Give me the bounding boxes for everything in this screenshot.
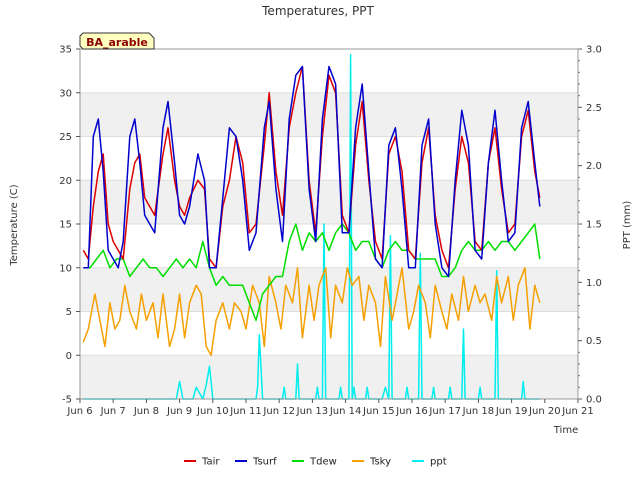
badge-label: BA_arable <box>86 36 148 49</box>
badge-box <box>79 32 155 50</box>
y-left-tick-label: 15 <box>59 220 72 231</box>
legend-label-tdew: Tdew <box>309 457 337 468</box>
series-line-tdew <box>83 223 541 322</box>
legend-label-tair: Tair <box>201 457 220 468</box>
x-tick-label: Jun 18 <box>462 406 495 417</box>
series-line-tsky <box>82 267 541 357</box>
x-axis-title: Time <box>553 425 578 436</box>
y-left-tick-label: -5 <box>62 395 72 406</box>
series-line-tair <box>82 65 541 269</box>
grid-band <box>80 92 578 137</box>
x-tick-label: Jun 10 <box>196 406 229 417</box>
y-left-tick-label: 25 <box>59 132 72 143</box>
y-left-tick-label: 10 <box>59 263 72 274</box>
x-tick-label: Jun 9 <box>166 406 192 417</box>
x-tick-label: Jun 17 <box>428 406 461 417</box>
y-right-tick-label: 1.5 <box>586 220 602 231</box>
x-tick-label: Jun 19 <box>495 406 528 417</box>
chart-title: Temperatures, PPT <box>261 4 374 18</box>
x-tick-label: Jun 7 <box>100 406 126 417</box>
y-left-tick-label: 20 <box>59 176 72 187</box>
series-line-tsurf <box>83 65 541 278</box>
y-axis-right-title: PPT (mm) <box>622 201 633 250</box>
x-tick-label: Jun 13 <box>296 406 329 417</box>
legend-label-tsky: Tsky <box>369 457 391 468</box>
y-left-tick-label: 5 <box>66 307 72 318</box>
legend-label-tsurf: Tsurf <box>252 457 277 468</box>
y-left-tick-label: 30 <box>59 88 72 99</box>
y-right-tick-label: 2.5 <box>586 103 602 114</box>
y-right-tick-label: 3.0 <box>586 45 602 56</box>
x-tick-label: Jun 12 <box>262 406 295 417</box>
y-axis-right: 0.0 0.5 1.0 1.5 2.0 2.5 3.0 <box>578 45 602 406</box>
x-tick-label: Jun 15 <box>362 406 395 417</box>
site-badge: BA_arable <box>79 32 155 50</box>
legend: Tair Tsurf Tdew Tsky ppt <box>184 457 447 468</box>
grid-band <box>80 180 578 224</box>
x-tick-label: Jun 6 <box>66 406 92 417</box>
x-tick-label: Jun 14 <box>329 406 362 417</box>
x-tick-label: Jun 11 <box>229 406 262 417</box>
y-right-tick-label: 1.0 <box>586 278 602 289</box>
grid-band <box>80 355 578 399</box>
y-right-tick-label: 0.5 <box>586 336 602 347</box>
y-left-tick-label: 0 <box>66 351 72 362</box>
x-tick-label: Jun 8 <box>133 406 159 417</box>
y-left-tick-label: 35 <box>59 45 72 56</box>
x-axis: Jun 6 Jun 7 Jun 8 Jun 9 Jun 10 Jun 11 Jun 12 Ju… <box>66 399 594 417</box>
y-right-tick-label: 2.0 <box>586 161 602 172</box>
legend-label-ppt: ppt <box>430 457 447 468</box>
y-axis-left: -5 0 5 10 15 20 25 30 35 <box>59 45 80 406</box>
x-tick-label: Jun 20 <box>528 406 561 417</box>
x-tick-label: Jun 21 <box>561 406 594 417</box>
y-axis-left-title: Temperature (C) <box>9 184 20 266</box>
x-tick-label: Jun 16 <box>395 406 428 417</box>
y-right-tick-label: 0.0 <box>586 395 602 406</box>
